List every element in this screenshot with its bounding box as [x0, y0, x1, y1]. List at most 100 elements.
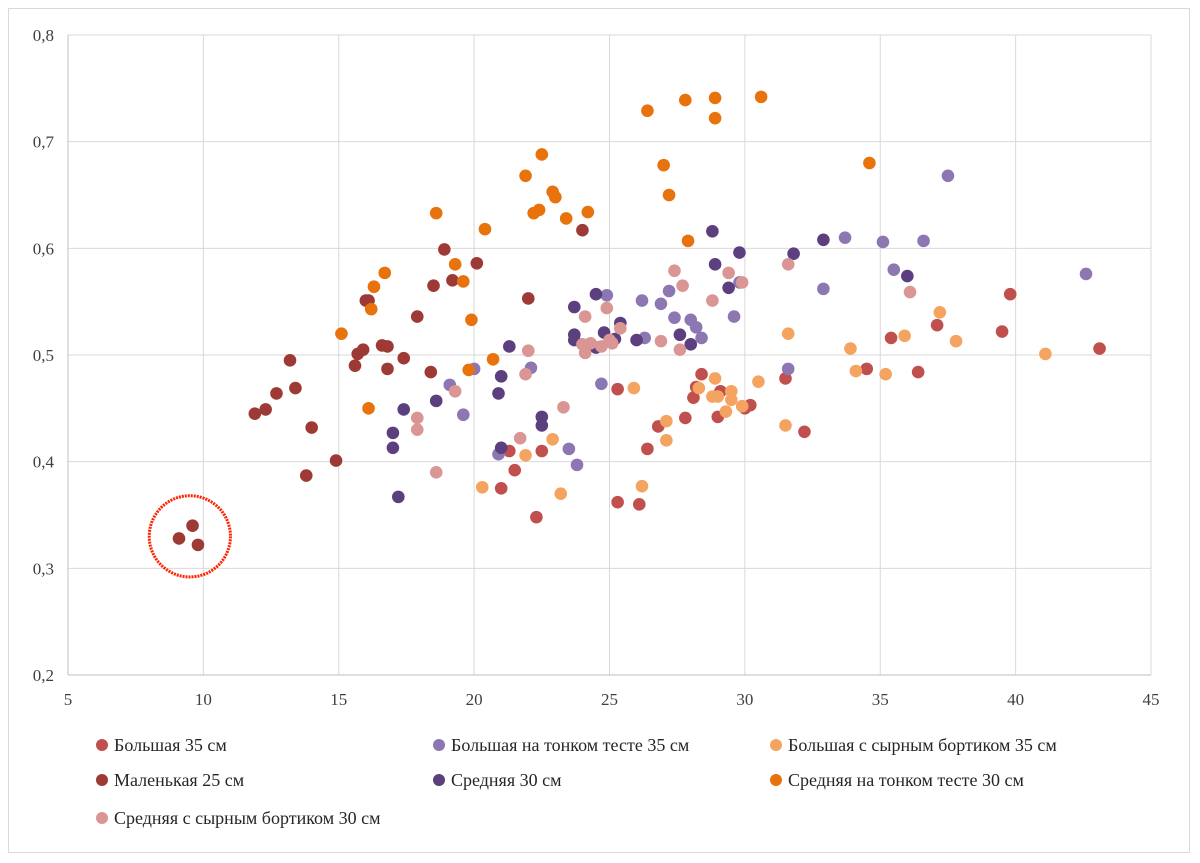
data-point — [654, 297, 668, 311]
data-point — [632, 498, 646, 511]
data-point — [410, 310, 424, 323]
data-point — [470, 256, 484, 270]
data-point — [917, 234, 930, 248]
data-point — [521, 344, 535, 358]
x-tick-label: 25 — [601, 690, 618, 709]
data-point — [949, 334, 963, 348]
data-point — [798, 425, 811, 439]
legend-marker — [433, 738, 445, 751]
data-point — [410, 423, 424, 436]
data-point — [641, 442, 654, 456]
data-point — [549, 190, 562, 204]
data-point — [378, 266, 392, 280]
data-point — [381, 362, 394, 376]
data-point — [673, 328, 687, 342]
legend-marker — [96, 811, 108, 824]
y-tick-label: 0,4 — [33, 453, 55, 472]
data-point — [635, 294, 649, 307]
data-point — [397, 351, 411, 365]
data-point — [887, 263, 901, 276]
data-point — [424, 365, 438, 379]
data-point — [654, 334, 668, 348]
data-point — [733, 246, 746, 259]
data-point — [662, 284, 676, 298]
legend-item: Большая на тонком тесте 35 см — [433, 730, 689, 760]
data-point — [687, 391, 700, 404]
y-tick-label: 0,3 — [33, 559, 54, 578]
data-point — [494, 482, 508, 495]
data-point — [259, 403, 272, 416]
data-point — [329, 454, 343, 467]
data-point — [1079, 267, 1093, 281]
data-point — [270, 387, 283, 400]
data-point — [462, 363, 476, 377]
data-point — [568, 300, 581, 314]
data-point — [429, 206, 443, 220]
data-point — [600, 301, 614, 315]
data-point — [614, 322, 627, 335]
legend-label: Средняя 30 см — [451, 770, 562, 790]
chart-frame — [8, 8, 1190, 853]
data-point — [781, 327, 795, 340]
data-point — [494, 441, 508, 455]
legend-item: Средняя на тонком тесте 30 см — [770, 765, 1024, 795]
data-point — [465, 313, 478, 327]
data-point — [348, 359, 362, 372]
data-point — [289, 381, 302, 395]
data-point — [429, 394, 443, 408]
data-point — [941, 169, 955, 183]
data-point — [546, 432, 559, 446]
data-point — [1003, 287, 1017, 301]
x-tick-label: 45 — [1143, 690, 1160, 709]
data-point — [519, 448, 532, 462]
legend-item: Средняя 30 см — [433, 765, 562, 795]
data-point — [903, 285, 917, 299]
data-point — [735, 399, 749, 413]
data-point — [781, 258, 795, 271]
data-point — [605, 336, 619, 350]
data-point — [532, 203, 546, 217]
data-point — [657, 158, 670, 172]
tick-labels: 5 10 15 20 25 30 35 40 45 0,2 0,3 0,4 0,5 0,6 0,7 0,8 — [33, 26, 1160, 709]
data-point — [779, 372, 792, 385]
data-point — [630, 333, 643, 347]
legend-label: Большая на тонком тесте 35 см — [451, 735, 690, 755]
data-point — [595, 377, 608, 391]
data-point — [781, 362, 795, 376]
axes — [67, 35, 1151, 676]
data-point — [660, 414, 673, 428]
data-point — [535, 148, 549, 161]
data-point — [248, 407, 262, 420]
data-point — [570, 458, 584, 472]
data-point — [722, 266, 735, 280]
annotation-layer — [147, 494, 232, 579]
data-point — [706, 224, 719, 238]
data-point — [578, 346, 592, 360]
data-point — [817, 233, 830, 247]
data-point — [611, 382, 624, 396]
data-point — [475, 480, 489, 494]
data-point — [521, 292, 535, 305]
data-point — [446, 274, 459, 287]
data-point — [863, 156, 876, 170]
data-point — [519, 169, 532, 183]
data-point — [817, 282, 830, 296]
data-point — [706, 294, 719, 307]
data-point — [557, 400, 570, 414]
data-point — [695, 331, 708, 345]
legend-marker — [770, 773, 782, 786]
data-point — [578, 310, 592, 323]
legend-marker — [96, 738, 108, 751]
y-tick-label: 0,6 — [33, 239, 54, 258]
data-point — [673, 343, 687, 356]
data-point — [535, 419, 549, 432]
data-point — [838, 231, 852, 244]
data-point — [600, 288, 614, 302]
y-tick-label: 0,5 — [33, 346, 54, 365]
data-point — [933, 306, 947, 319]
data-point — [367, 280, 381, 294]
data-point — [676, 279, 689, 292]
data-point — [735, 276, 749, 289]
data-point — [584, 336, 597, 350]
data-point — [356, 343, 370, 356]
